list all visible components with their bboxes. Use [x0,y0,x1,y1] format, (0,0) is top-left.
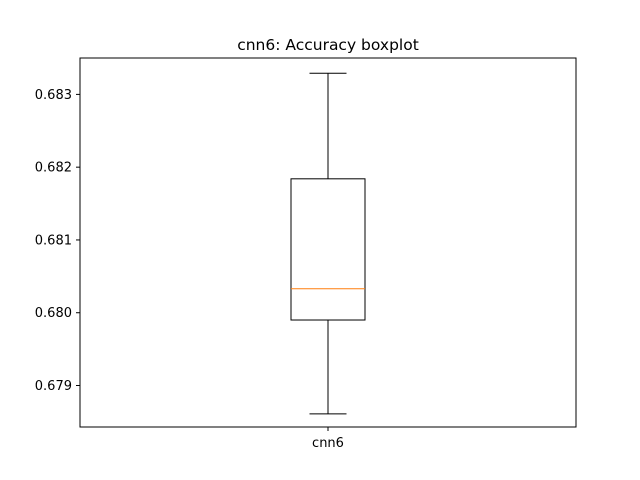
y-tick-label: 0.680 [35,306,72,321]
y-tick-label: 0.679 [35,379,72,394]
y-axis: 0.679 0.680 0.681 0.682 0.683 [35,88,80,394]
x-axis: cnn6 [312,427,344,451]
y-tick-label: 0.683 [35,88,72,103]
y-tick-label: 0.682 [35,161,72,176]
box-group [290,72,366,415]
x-tick-label: cnn6 [312,436,344,451]
chart-title: cnn6: Accuracy boxplot [237,36,419,54]
y-tick-label: 0.681 [35,233,72,248]
iqr-box [290,178,366,321]
